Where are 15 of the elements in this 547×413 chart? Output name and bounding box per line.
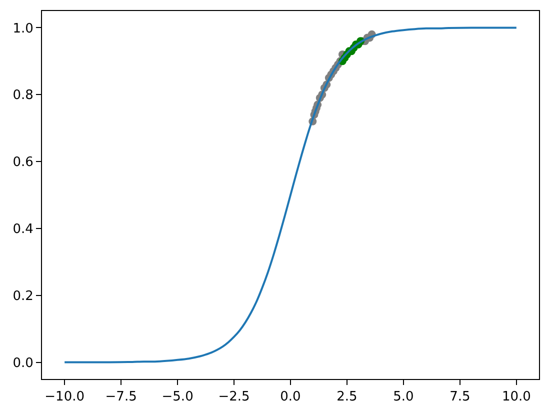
y-tick-label: 1.0 — [12, 21, 34, 36]
x-tick-label: −5.0 — [162, 390, 194, 405]
x-tick-label: 0.0 — [280, 390, 301, 405]
x-tick-label: 5.0 — [393, 390, 414, 405]
x-tick-label: 7.5 — [450, 390, 470, 405]
y-tick-label: 0.0 — [12, 356, 34, 371]
x-tick-label: −7.5 — [105, 390, 137, 405]
x-tick-label: 2.5 — [336, 390, 358, 405]
x-tick-label: 10.0 — [502, 390, 531, 405]
x-tick-label: −2.5 — [218, 390, 250, 405]
y-tick-label: 0.2 — [12, 288, 34, 304]
y-tick-label: 0.8 — [12, 88, 34, 104]
y-tick-label: 0.4 — [12, 222, 34, 237]
y-tick-label: 0.6 — [12, 155, 34, 170]
x-tick-label: −10.0 — [44, 390, 85, 405]
